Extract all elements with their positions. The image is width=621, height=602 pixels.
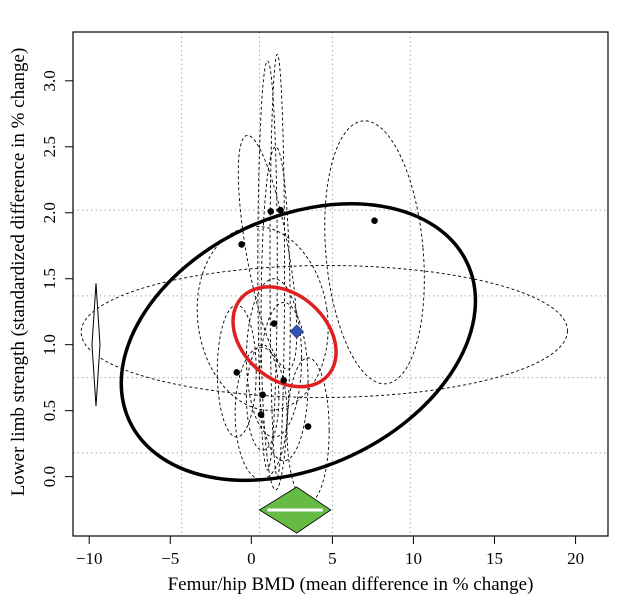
- y-tick-label: 1.0: [40, 334, 59, 355]
- y-tick-label: 2.5: [40, 136, 59, 157]
- x-tick-label: 5: [328, 549, 337, 568]
- x-tick-label: 15: [486, 549, 503, 568]
- x-tick-label: 20: [567, 549, 584, 568]
- y-tick-label: 0.0: [40, 466, 59, 487]
- prediction-region: [119, 202, 478, 483]
- study-confidence-regions: [80, 53, 568, 504]
- x-tick-label: 10: [405, 549, 422, 568]
- study-confidence-ellipse: [237, 134, 298, 370]
- study-confidence-ellipse: [324, 120, 425, 385]
- study-confidence-ellipse: [246, 344, 280, 451]
- study-point: [267, 208, 275, 215]
- study-point: [270, 320, 278, 327]
- y-tick-label: 0.5: [40, 400, 59, 421]
- study-point: [280, 377, 288, 384]
- study-confidence-ellipse: [80, 265, 568, 398]
- y-tick-label: 3.0: [40, 70, 59, 91]
- pooled-confidence-region: [231, 285, 338, 389]
- gridlines: [73, 32, 608, 536]
- study-point: [277, 206, 284, 214]
- study-point: [259, 391, 266, 399]
- pooled-estimate-marker: [289, 324, 304, 339]
- study-confidence-ellipse: [196, 225, 329, 411]
- summary-diamonds: [91, 283, 332, 534]
- x-axis: −10 −5 0 5 10 15 20: [76, 535, 584, 568]
- study-confidence-ellipse: [258, 302, 309, 462]
- study-point: [371, 217, 378, 224]
- study-point: [257, 411, 265, 418]
- y-tick-label: 1.5: [40, 268, 59, 289]
- y-tick-label: 2.0: [40, 202, 59, 223]
- x-tick-label: −5: [161, 549, 179, 568]
- y-axis-label: Lower limb strength (standardized differ…: [8, 48, 29, 497]
- study-points: [233, 206, 378, 430]
- study-confidence-ellipse: [260, 146, 291, 491]
- y-summary-diamond: [91, 283, 101, 407]
- x-tick-label: −10: [76, 549, 103, 568]
- study-point: [238, 241, 245, 248]
- x-axis-label: Femur/hip BMD (mean difference in % chan…: [168, 574, 534, 595]
- summary-regions: [119, 202, 478, 483]
- study-point: [233, 369, 241, 376]
- study-confidence-ellipse: [257, 60, 278, 471]
- x-tick-label: 0: [247, 549, 256, 568]
- study-confidence-ellipse: [234, 346, 288, 480]
- y-axis: 0.0 0.5 1.0 1.5 2.0 2.5 3.0: [40, 70, 74, 487]
- study-confidence-ellipse: [246, 278, 303, 438]
- study-point: [304, 423, 312, 430]
